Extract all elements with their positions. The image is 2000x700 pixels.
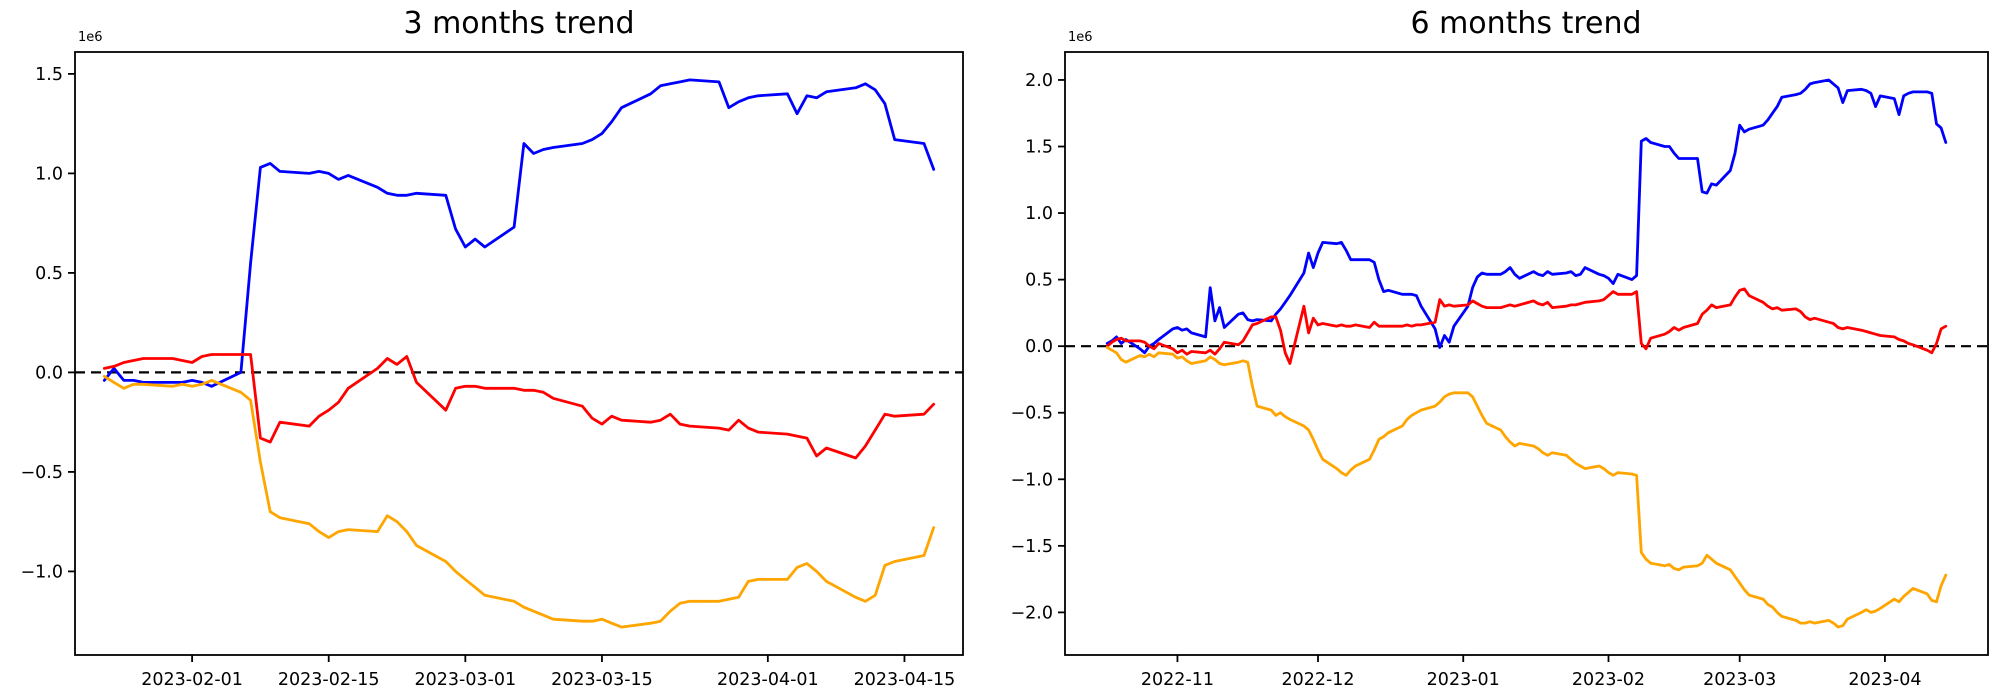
y-axis-offset-label-left: 1e6	[78, 30, 103, 45]
y-tick-label: 1.0	[35, 164, 63, 184]
series-line-red	[102, 353, 936, 460]
y-tick-label: 0.0	[35, 363, 63, 383]
chart-title-3-months: 3 months trend	[403, 6, 635, 41]
y-tick-label: 1.5	[1025, 138, 1053, 158]
plot-area-6-months-trend: −2.0 −1.5 −1.0 −0.5 0.0 0.5 1.0 1.5 2.0 2022-11 20…	[1011, 51, 1989, 690]
x-tick-label: 2023-04-15	[854, 670, 956, 690]
y-tick-label: −0.5	[21, 463, 64, 483]
axes-frame	[74, 51, 964, 656]
x-tick-label: 2023-02-15	[278, 670, 380, 690]
x-tick-label: 2022-11	[1141, 670, 1214, 690]
x-tick-label: 2023-03-01	[414, 670, 516, 690]
x-tick-label: 2023-02-01	[141, 670, 243, 690]
series-line-blue	[1105, 78, 1948, 355]
y-tick-label: 0.5	[1025, 271, 1053, 291]
y-tick-label: 0.5	[35, 264, 63, 284]
series-line-blue	[102, 78, 936, 388]
y-tick-label: 1.0	[1025, 204, 1053, 224]
y-tick-label: 0.0	[1025, 337, 1053, 357]
x-tick-label: 2022-12	[1281, 670, 1354, 690]
axes-frame	[1064, 51, 1989, 656]
series-line-orange	[102, 374, 936, 629]
y-axis-offset-label-right: 1e6	[1068, 30, 1093, 45]
y-tick-label: −0.5	[1011, 404, 1054, 424]
series-line-red	[1105, 287, 1948, 365]
y-tick-label: 1.5	[35, 65, 63, 85]
chart-title-6-months: 6 months trend	[1410, 6, 1642, 41]
y-tick-label: 2.0	[1025, 71, 1053, 91]
plot-area-3-months-trend: −1.0 −0.5 0.0 0.5 1.0 1.5 2023-02-01 2023-02-15…	[21, 51, 964, 690]
x-tick-label: 2023-02	[1572, 670, 1645, 690]
x-tick-label: 2023-04-01	[717, 670, 819, 690]
x-tick-label: 2023-01	[1427, 670, 1500, 690]
x-tick-label: 2023-04	[1848, 670, 1921, 690]
y-tick-label: −1.0	[1011, 470, 1054, 490]
x-tick-label: 2023-03	[1703, 670, 1776, 690]
y-tick-label: −1.0	[21, 562, 64, 582]
y-tick-label: −1.5	[1011, 537, 1054, 557]
series-line-orange	[1105, 346, 1948, 629]
x-tick-label: 2023-03-15	[551, 670, 653, 690]
y-tick-label: −2.0	[1011, 603, 1054, 623]
